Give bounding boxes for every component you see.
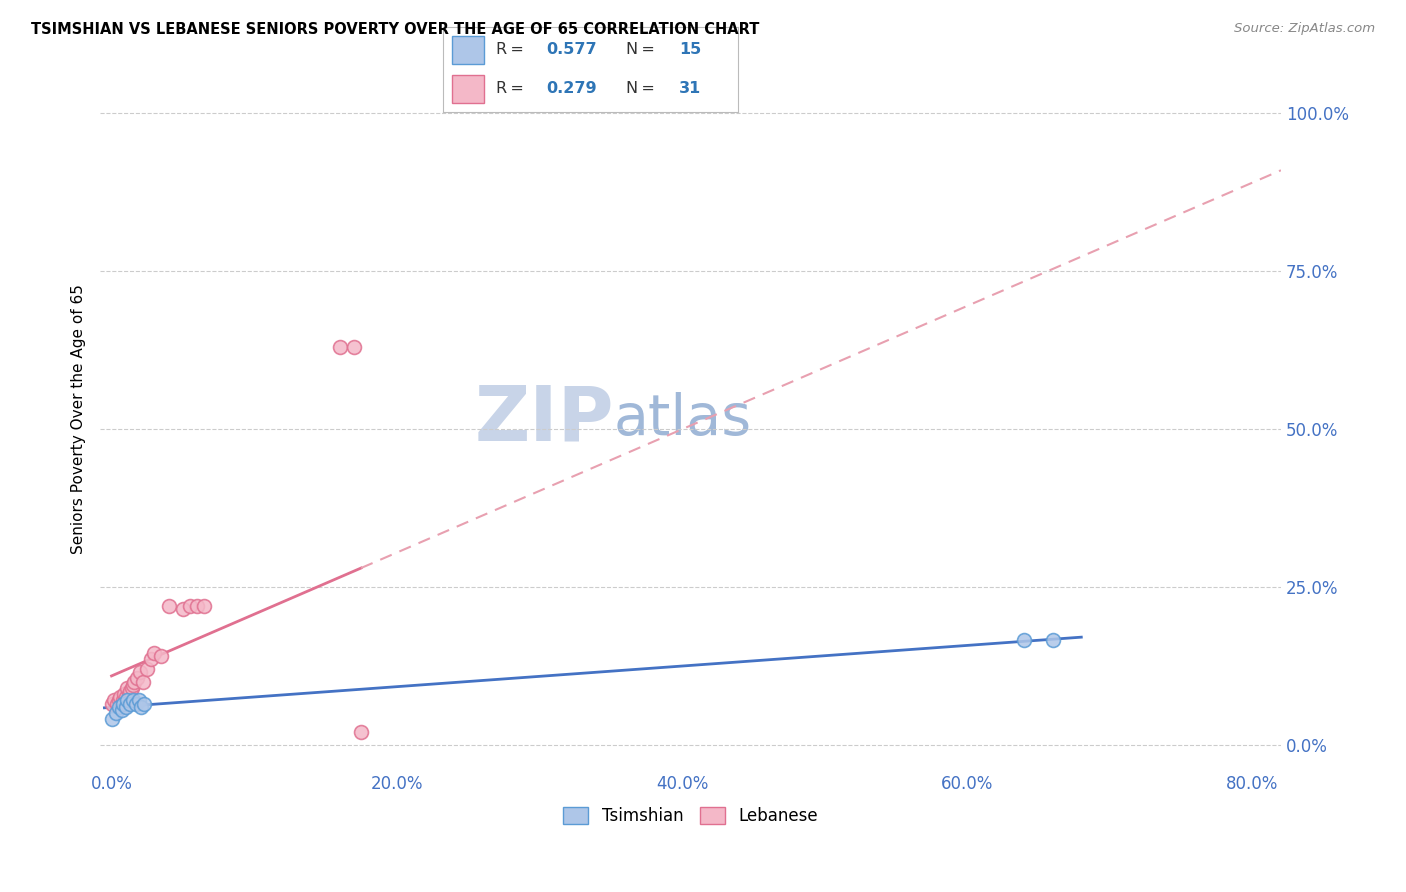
Point — [124, 674, 146, 689]
Text: N =: N = — [626, 42, 658, 57]
FancyBboxPatch shape — [451, 75, 484, 103]
Text: Source: ZipAtlas.com: Source: ZipAtlas.com — [1234, 22, 1375, 36]
Point — [110, 697, 132, 711]
Text: 0.279: 0.279 — [546, 81, 598, 96]
Point — [107, 699, 129, 714]
Text: 0.577: 0.577 — [546, 42, 598, 57]
Point — [105, 697, 128, 711]
Point — [1012, 633, 1035, 648]
Point — [111, 693, 134, 707]
Point — [134, 697, 156, 711]
Point — [179, 599, 201, 613]
Text: 15: 15 — [679, 42, 702, 57]
Point — [157, 599, 180, 613]
Text: R =: R = — [496, 81, 527, 96]
FancyBboxPatch shape — [451, 36, 484, 64]
Point — [129, 665, 152, 679]
Point — [112, 687, 135, 701]
Point — [150, 649, 173, 664]
Text: N =: N = — [626, 81, 658, 96]
Point — [107, 693, 129, 707]
Y-axis label: Seniors Poverty Over the Age of 65: Seniors Poverty Over the Age of 65 — [72, 285, 86, 554]
Point — [143, 646, 166, 660]
Text: R =: R = — [496, 42, 527, 57]
Point — [104, 706, 127, 720]
Point — [122, 693, 145, 707]
Point — [1042, 633, 1064, 648]
Point — [121, 681, 143, 695]
Point — [115, 681, 138, 695]
Point — [108, 690, 131, 705]
Point — [114, 699, 136, 714]
Legend: Tsimshian, Lebanese: Tsimshian, Lebanese — [564, 806, 818, 825]
Point — [120, 684, 142, 698]
Point — [103, 693, 125, 707]
Point — [110, 703, 132, 717]
Text: ZIP: ZIP — [474, 383, 614, 457]
Point — [132, 674, 155, 689]
Point — [125, 697, 148, 711]
Point — [115, 693, 138, 707]
Point — [136, 662, 159, 676]
Point — [141, 652, 163, 666]
Point — [186, 599, 208, 613]
Point — [193, 599, 215, 613]
Point — [343, 340, 366, 354]
Text: 31: 31 — [679, 81, 702, 96]
Point — [128, 693, 150, 707]
Point — [131, 699, 153, 714]
Point — [118, 687, 141, 701]
Point — [122, 678, 145, 692]
Point — [111, 697, 134, 711]
Point — [100, 713, 122, 727]
Text: atlas: atlas — [614, 392, 752, 447]
Point — [350, 725, 373, 739]
Point — [127, 671, 149, 685]
Point — [114, 690, 136, 705]
Point — [120, 697, 142, 711]
Point — [329, 340, 352, 354]
Text: TSIMSHIAN VS LEBANESE SENIORS POVERTY OVER THE AGE OF 65 CORRELATION CHART: TSIMSHIAN VS LEBANESE SENIORS POVERTY OV… — [31, 22, 759, 37]
Point — [100, 697, 122, 711]
Point — [172, 602, 194, 616]
